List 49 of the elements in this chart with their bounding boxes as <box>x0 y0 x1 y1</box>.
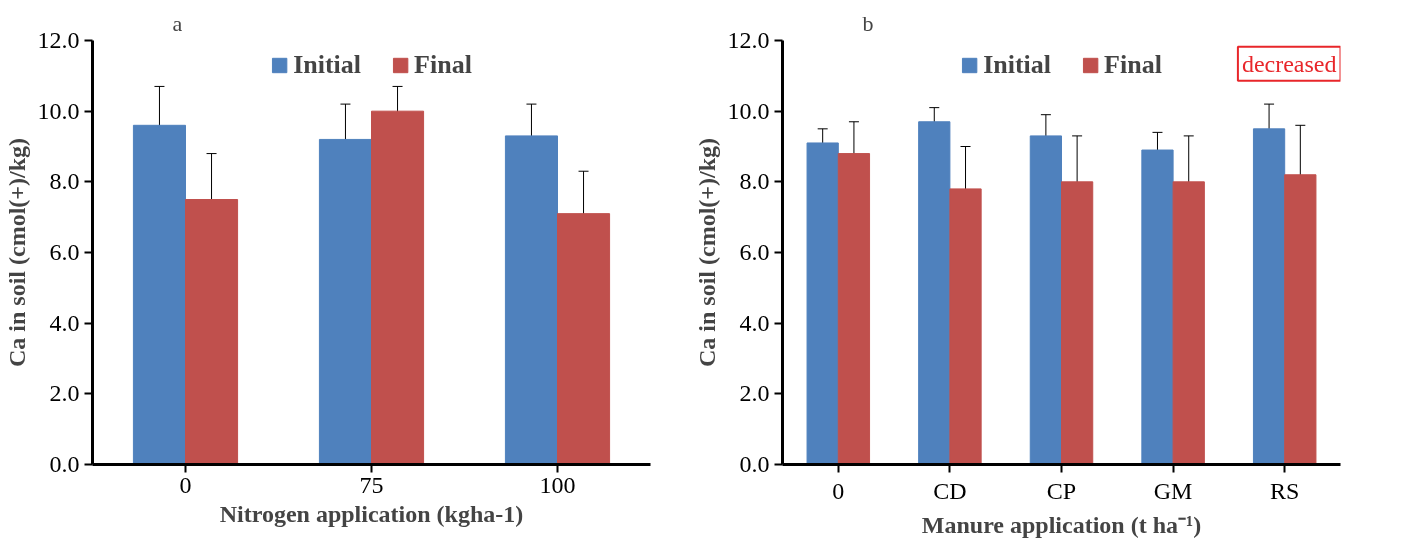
bar <box>918 121 951 465</box>
bar <box>1029 135 1062 465</box>
bar <box>132 124 186 465</box>
bar <box>318 138 372 465</box>
bar <box>1172 181 1205 465</box>
x-axis-title: Nitrogen application (kgha-1) <box>219 500 524 527</box>
y-axis-title: Ca in soil (cmol(+)/kg) <box>3 138 30 367</box>
y-tick-label: 12.0 <box>727 27 770 53</box>
x-tick-label: 0 <box>832 477 845 504</box>
bar <box>806 142 839 465</box>
chart-title: a <box>172 10 183 36</box>
x-tick-label: CP <box>1046 477 1077 504</box>
legend-label: Initial <box>983 50 1052 80</box>
x-tick-label: CD <box>933 477 967 504</box>
bar <box>504 135 558 465</box>
bar <box>371 110 425 465</box>
bar <box>837 153 871 465</box>
y-tick-label: 0.0 <box>739 451 770 477</box>
bar <box>557 213 611 465</box>
x-tick-label: GM <box>1153 477 1193 504</box>
y-tick-label: 2.0 <box>49 380 80 407</box>
y-tick-label: 4.0 <box>739 309 770 336</box>
bar <box>185 199 239 465</box>
x-tick-label: RS <box>1270 477 1300 504</box>
y-tick-label: 6.0 <box>49 239 80 265</box>
bar <box>1252 128 1286 465</box>
y-tick-label: 10.0 <box>37 97 80 124</box>
legend-label: Final <box>414 50 472 80</box>
legend-label: Final <box>1104 50 1162 80</box>
y-axis-title: Ca in soil (cmol(+)/kg) <box>693 138 720 367</box>
legend-label: Initial <box>293 50 362 80</box>
chart-title: b <box>862 10 874 36</box>
bar <box>949 188 982 465</box>
y-tick-label: 6.0 <box>739 239 770 265</box>
bar <box>1141 149 1174 465</box>
y-tick-label: 2.0 <box>739 380 770 407</box>
y-tick-label: 12.0 <box>37 27 80 53</box>
x-tick-label: 75 <box>359 471 384 498</box>
y-tick-label: 4.0 <box>49 309 80 336</box>
x-axis-title: Manure application (t ha⁻¹) <box>921 511 1202 538</box>
y-tick-label: 0.0 <box>49 451 80 477</box>
annotation: decreased <box>1241 50 1337 77</box>
bar <box>1284 174 1317 465</box>
y-tick-label: 10.0 <box>727 97 770 124</box>
y-tick-label: 8.0 <box>739 168 770 195</box>
y-tick-label: 8.0 <box>49 168 80 195</box>
x-tick-label: 100 <box>539 471 576 498</box>
bar <box>1061 181 1094 465</box>
x-tick-label: 0 <box>179 471 192 498</box>
